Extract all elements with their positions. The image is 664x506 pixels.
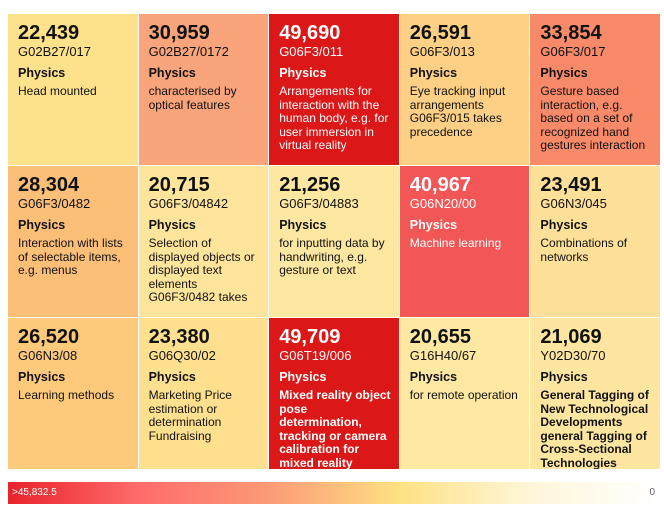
treemap-cell[interactable]: 20,655 G16H40/67 Physics for remote operati… (399, 318, 530, 469)
cell-value: 23,380 (148, 326, 210, 348)
cell-value: 21,069 (540, 326, 602, 348)
cell-description: Eye tracking input arrangements G06F3/01… (409, 84, 506, 139)
cell-description: characterised by optical features (148, 84, 237, 112)
cell-value: 49,709 (279, 326, 341, 348)
cell-code: G06F3/04842 (148, 196, 229, 211)
cell-value: 23,491 (540, 174, 602, 196)
cell-description: for inputting data by handwriting, e.g. … (279, 236, 385, 277)
cell-value: 26,591 (409, 22, 471, 44)
treemap-cell[interactable]: 40,967 G06N20/00 Physics Machine learning (399, 166, 530, 317)
treemap-cell[interactable]: 21,256 G06F3/04883 Physics for inputting da… (269, 166, 399, 317)
cell-code: G06F3/013 (409, 44, 475, 59)
cell-value: 22,439 (18, 22, 80, 44)
cell-category: Physics (148, 218, 196, 232)
color-legend: >45,832.5 0 (8, 482, 659, 504)
cell-code: G06F3/017 (540, 44, 606, 59)
cell-value: 20,715 (148, 174, 210, 196)
cell-description: for remote operation (409, 388, 518, 402)
cell-description: Mixed reality object pose determination,… (279, 388, 391, 469)
cell-category: Physics (279, 66, 327, 80)
cell-description: Marketing Price estimation or determinat… (148, 388, 232, 443)
cell-value: 30,959 (148, 22, 210, 44)
cell-category: Physics (279, 370, 327, 384)
cell-value: 28,304 (18, 174, 80, 196)
cell-code: G02B27/017 (18, 44, 92, 59)
treemap-cell[interactable]: 26,520 G06N3/08 Physics Learning methods (8, 318, 138, 469)
cell-category: Physics (18, 370, 66, 384)
cell-value: 33,854 (540, 22, 602, 44)
cell-code: G06N3/08 (18, 348, 78, 363)
cell-description: Interaction with lists of selectable ite… (18, 236, 123, 277)
treemap-cell[interactable]: 33,854 G06F3/017 Physics Gesture based inte… (530, 14, 660, 165)
cell-description: Combinations of networks (540, 236, 628, 264)
cell-code: G06F3/04883 (279, 196, 359, 211)
cell-code: G06F3/011 (279, 44, 344, 59)
cell-value: 26,520 (18, 326, 80, 348)
cell-value: 40,967 (409, 174, 471, 196)
treemap-cell[interactable]: 26,591 G06F3/013 Physics Eye tracking input… (399, 14, 530, 165)
cell-description: Machine learning (409, 236, 502, 250)
treemap-cell[interactable]: 28,304 G06F3/0482 Physics Interaction with … (8, 166, 138, 317)
treemap-cell[interactable]: 23,380 G06Q30/02 Physics Marketing Price es… (138, 318, 269, 469)
cell-description: Head mounted (18, 84, 97, 98)
treemap-cell[interactable]: 22,439 G02B27/017 Physics Head mounted (8, 14, 138, 165)
cell-category: Physics (540, 66, 588, 80)
cell-category: Physics (409, 218, 458, 232)
legend-max-label: >45,832.5 (12, 487, 57, 498)
cell-category: Physics (409, 66, 458, 80)
cell-category: Physics (409, 370, 458, 384)
treemap-cell[interactable]: 49,690 G06F3/011 Physics Arrangements for i… (269, 14, 399, 165)
treemap-cell[interactable]: 20,715 G06F3/04842 Physics Selection of dis… (138, 166, 269, 317)
cell-code: G06Q30/02 (148, 348, 216, 363)
cell-code: G02B27/0172 (148, 44, 229, 59)
cell-code: G06N3/045 (540, 196, 607, 211)
cell-description: Arrangements for interaction with the hu… (279, 84, 389, 152)
cell-category: Physics (540, 370, 588, 384)
cell-category: Physics (148, 370, 196, 384)
cell-value: 21,256 (279, 174, 341, 196)
cell-description: Learning methods (18, 388, 115, 402)
cell-category: Physics (279, 218, 327, 232)
treemap-cell[interactable]: 30,959 G02B27/0172 Physics characterised by… (138, 14, 269, 165)
cell-code: G06F3/0482 (18, 196, 91, 211)
treemap-cell[interactable]: 49,709 G06T19/006 Physics Mixed reality obj… (269, 318, 399, 469)
treemap-cell[interactable]: 23,491 G06N3/045 Physics Combinations of ne… (530, 166, 660, 317)
cell-category: Physics (18, 66, 66, 80)
treemap-grid: 22,439 G02B27/017 Physics Head mounted 30,95… (8, 14, 660, 469)
cell-code: G16H40/67 (409, 348, 477, 363)
cell-code: G06T19/006 (279, 348, 352, 363)
cell-description: Gesture based interaction, e.g. based on… (540, 84, 646, 152)
cell-category: Physics (18, 218, 66, 232)
legend-min-label: 0 (649, 487, 655, 498)
cell-description: General Tagging of New Technological Dev… (540, 388, 649, 469)
cell-description: Selection of displayed objects or displa… (148, 236, 255, 304)
cell-code: G06N20/00 (409, 196, 477, 211)
cell-code: Y02D30/70 (540, 348, 606, 363)
cell-category: Physics (540, 218, 588, 232)
cell-category: Physics (148, 66, 196, 80)
treemap-cell[interactable]: 21,069 Y02D30/70 Physics General Tagging of… (530, 318, 660, 469)
cell-value: 20,655 (409, 326, 471, 348)
cell-value: 49,690 (279, 22, 341, 44)
